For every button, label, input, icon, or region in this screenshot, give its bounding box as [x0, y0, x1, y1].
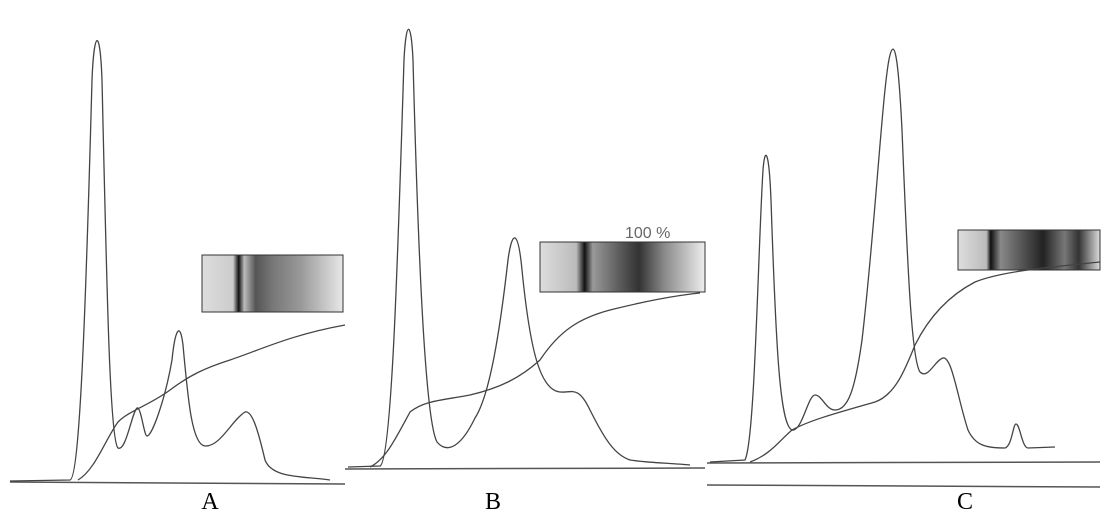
gel-strip [539, 241, 706, 293]
baseline [9, 481, 346, 485]
cumulative-trace [749, 261, 1101, 463]
density-trace [9, 40, 331, 482]
baseline [706, 461, 1101, 464]
annotation: 100 % [625, 225, 670, 242]
panel-label: B [485, 489, 501, 515]
cumulative-trace [369, 292, 701, 468]
cumulative-trace [77, 324, 346, 481]
gel-strip [201, 254, 344, 313]
panel-label: A [201, 489, 219, 515]
panel-label: C [957, 489, 973, 515]
baseline [344, 467, 706, 470]
panel-b: 100 % B [344, 28, 706, 515]
density-trace [709, 48, 1056, 463]
panel-a: A [9, 40, 346, 515]
panel-c: C [706, 48, 1101, 515]
gel-strip [957, 229, 1101, 271]
density-trace [347, 28, 691, 468]
rule [706, 484, 1101, 488]
